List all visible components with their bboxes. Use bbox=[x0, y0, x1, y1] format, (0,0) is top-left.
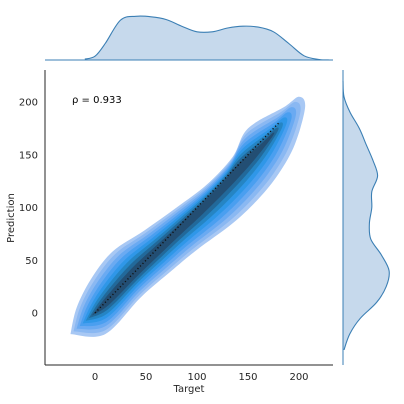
identity-line bbox=[94, 122, 280, 314]
marginal-y-line bbox=[342, 80, 390, 351]
correlation-annotation: ρ = 0.933 bbox=[72, 95, 122, 106]
marginal-x-fill bbox=[84, 16, 330, 60]
marginal-y-fill bbox=[343, 80, 390, 350]
x-tick-label: 200 bbox=[289, 372, 308, 383]
y-axis-label: Prediction bbox=[6, 193, 17, 243]
marginal-x-density bbox=[45, 15, 333, 61]
x-tick-label: 0 bbox=[92, 372, 98, 383]
x-tick-label: 150 bbox=[238, 372, 257, 383]
identity-dotted-line bbox=[94, 122, 280, 314]
x-tick-label: 50 bbox=[140, 372, 153, 383]
x-tick-label: 100 bbox=[187, 372, 206, 383]
y-tick-label: 150 bbox=[19, 150, 38, 161]
axes: 0 50 100 150 200 0 50 100 150 200 bbox=[19, 70, 333, 383]
y-tick-label: 100 bbox=[19, 203, 38, 214]
marginal-y-density bbox=[342, 70, 390, 365]
y-tick-label: 0 bbox=[32, 309, 38, 320]
marginal-x-line bbox=[84, 15, 330, 61]
y-tick-label: 200 bbox=[19, 98, 38, 109]
x-axis-label: Target bbox=[173, 384, 205, 395]
y-tick-label: 50 bbox=[25, 256, 38, 267]
kde-level-7 bbox=[91, 132, 275, 316]
